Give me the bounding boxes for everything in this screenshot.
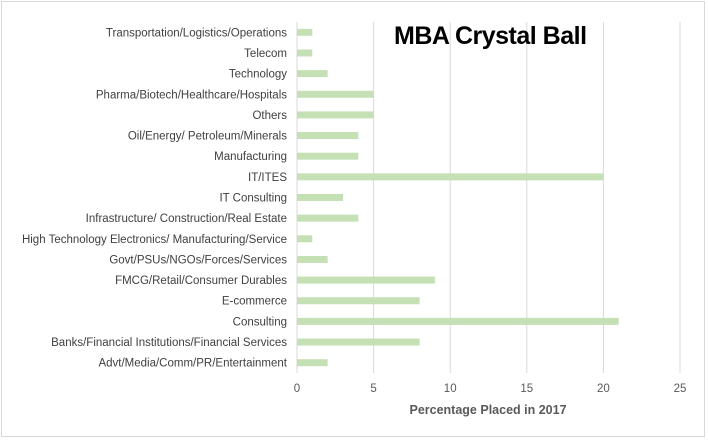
x-tick-label: 5: [370, 383, 376, 395]
bar: [297, 70, 328, 78]
category-label: Govt/PSUs/NGOs/Forces/Services: [109, 254, 287, 266]
bar: [297, 338, 420, 346]
bar: [297, 276, 435, 284]
gridlines: [296, 22, 681, 373]
category-label: High Technology Electronics/ Manufacturi…: [22, 234, 287, 246]
category-label: Manufacturing: [214, 151, 287, 163]
x-tick-label: 20: [597, 383, 610, 395]
x-tick-label: 10: [444, 383, 457, 395]
category-label: Consulting: [233, 316, 287, 328]
x-tick-label: 25: [674, 383, 687, 395]
bar: [297, 297, 420, 305]
bar: [297, 90, 374, 98]
bar: [297, 132, 359, 140]
x-axis-title: Percentage Placed in 2017: [409, 403, 566, 417]
bar: [297, 152, 359, 160]
category-label: Oil/Energy/ Petroleum/Minerals: [128, 131, 287, 143]
bar: [297, 194, 343, 201]
bar: [297, 28, 313, 36]
category-label: Banks/Financial Institutions/Financial S…: [51, 337, 287, 349]
bar: [297, 214, 359, 222]
category-label: IT Consulting: [219, 193, 287, 205]
category-label: Others: [252, 110, 287, 122]
category-labels: Transportation/Logistics/Operations Telec…: [22, 27, 288, 369]
category-label: Pharma/Biotech/Healthcare/Hospitals: [96, 89, 287, 101]
x-tick-label: 15: [520, 383, 533, 395]
bar: [297, 317, 619, 325]
category-label: IT/ITES: [248, 172, 287, 184]
x-tick-label: 0: [294, 383, 300, 395]
bar: [297, 173, 604, 181]
bars: [297, 28, 619, 367]
bar: [297, 49, 313, 57]
category-label: Technology: [229, 69, 287, 81]
category-label: Infrastructure/ Construction/Real Estate: [86, 213, 287, 225]
category-label: Transportation/Logistics/Operations: [106, 27, 287, 39]
category-label: E-commerce: [222, 296, 287, 308]
category-label: Telecom: [244, 48, 287, 60]
bar: [297, 235, 313, 243]
bar: [297, 255, 328, 263]
brand-watermark: MBA Crystal Ball: [394, 22, 587, 50]
tick-labels: 0 5 10 15 20 25: [294, 383, 687, 395]
bar: [297, 111, 374, 119]
category-label: FMCG/Retail/Consumer Durables: [115, 275, 287, 287]
bar: [297, 359, 328, 367]
category-label: Advt/Media/Comm/PR/Entertainment: [98, 358, 287, 370]
